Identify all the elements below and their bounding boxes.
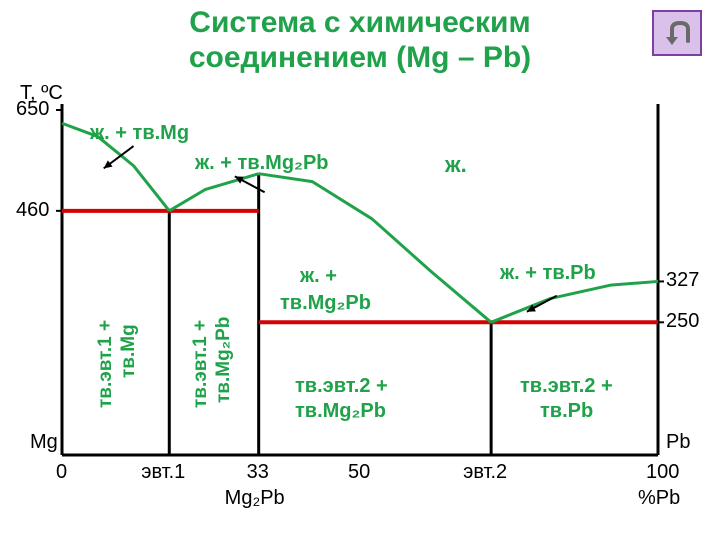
- region-label: ж.: [445, 152, 467, 178]
- region-label: ж. + тв.Pb: [500, 262, 596, 285]
- x-axis-title: %Pb: [638, 487, 680, 510]
- region-label: ж. + тв.Mg: [90, 122, 189, 145]
- eut2-label: эвт.2: [463, 461, 507, 484]
- region-label-vertical: тв.эвт.1 +: [190, 320, 212, 408]
- x-tick: 100: [646, 461, 679, 484]
- region-label-vertical: тв.Mg₂Pb: [213, 317, 235, 403]
- region-label-vertical: тв.Mg: [118, 324, 140, 378]
- region-label: тв.Mg₂Pb: [280, 292, 371, 315]
- region-label: тв.Mg₂Pb: [295, 400, 386, 423]
- eut1-label: эвт.1: [141, 461, 185, 484]
- x-tick: 33: [247, 461, 269, 484]
- x-tick: 0: [56, 461, 67, 484]
- x-tick: 50: [348, 461, 370, 484]
- phase-diagram: [0, 0, 720, 540]
- region-label-vertical: тв.эвт.1 +: [95, 320, 117, 408]
- y-tick: 250: [666, 310, 699, 333]
- region-label: тв.эвт.2 +: [295, 375, 388, 398]
- region-label: ж. +: [300, 265, 337, 288]
- region-label: тв.Pb: [540, 400, 593, 423]
- y-tick: 460: [16, 199, 49, 222]
- region-label: ж. + тв.Mg₂Pb: [195, 152, 329, 175]
- y-tick: 327: [666, 269, 699, 292]
- region-label: тв.эвт.2 +: [520, 375, 613, 398]
- compound-label: Mg₂Pb: [225, 487, 285, 510]
- x-end-right: Pb: [666, 431, 690, 454]
- x-end-left: Mg: [30, 431, 58, 454]
- y-tick: 650: [16, 98, 49, 121]
